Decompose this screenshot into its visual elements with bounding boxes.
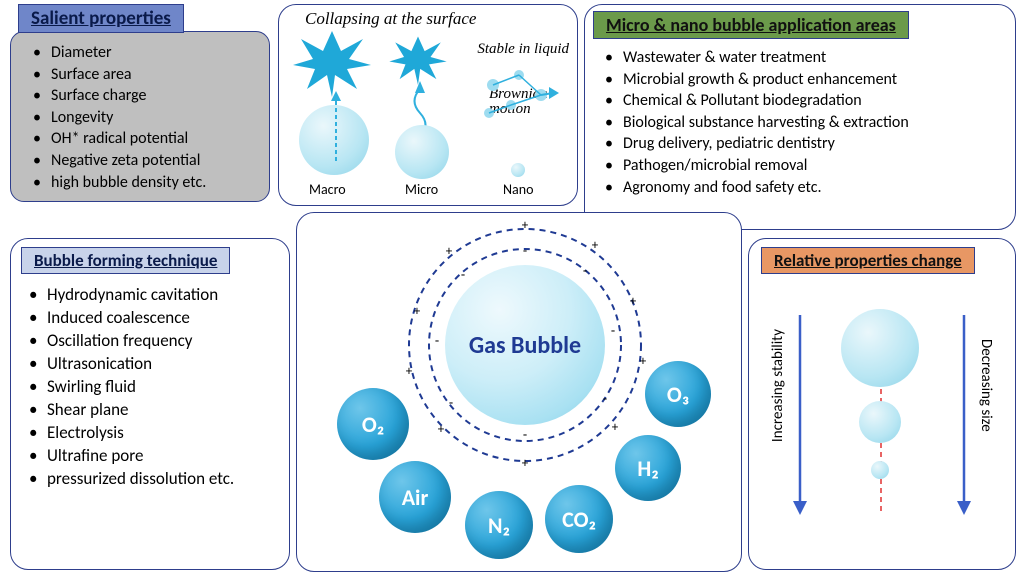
label-decreasing-size: Decreasing size <box>977 339 995 432</box>
list-item: Chemical & Pollutant biodegradation <box>605 90 1007 112</box>
list-item: Wastewater & water treatment <box>605 47 1007 69</box>
list-item: Hydrodynamic cavitation <box>29 284 283 307</box>
list-item: OH* radical potential <box>33 128 259 150</box>
svg-text:+: + <box>446 244 453 259</box>
rel-bubble-small <box>871 461 889 479</box>
svg-text:-: - <box>449 394 453 411</box>
gas-bubble-O: O₂ <box>337 388 409 460</box>
rel-bubble-large <box>841 309 919 387</box>
list-item: Longevity <box>33 107 259 129</box>
relative-title: Relative properties change <box>761 247 975 274</box>
gas-bubble-N: N₂ <box>465 491 533 559</box>
forming-list: Hydrodynamic cavitation Induced coalesce… <box>17 284 283 490</box>
svg-text:+: + <box>640 354 647 369</box>
burst-macro <box>293 29 371 97</box>
list-item: Oscillation frequency <box>29 330 283 353</box>
gas-bubble-CO: CO₂ <box>545 485 613 553</box>
caption-collapsing: Collapsing at the surface <box>305 9 476 29</box>
main-gas-label: Gas Bubble <box>469 331 581 360</box>
svg-text:-: - <box>523 242 527 259</box>
list-item: Electrolysis <box>29 422 283 445</box>
svg-text:+: + <box>438 422 445 437</box>
micro-bubble <box>395 125 449 179</box>
macro-arrow <box>331 91 341 161</box>
label-macro: Macro <box>309 181 346 198</box>
salient-title: Salient properties <box>18 4 184 33</box>
list-item: Ultrasonication <box>29 353 283 376</box>
nano-motion <box>471 63 571 143</box>
svg-text:+: + <box>522 456 529 471</box>
list-item: Induced coalescence <box>29 307 283 330</box>
apps-title: Micro & nano bubble application areas <box>593 11 909 39</box>
svg-text:+: + <box>592 238 599 253</box>
svg-text:+: + <box>612 420 619 435</box>
list-item: high bubble density etc. <box>33 172 259 194</box>
label-micro: Micro <box>405 181 438 198</box>
panel-forming: Bubble forming technique Hydrodynamic ca… <box>10 238 290 570</box>
salient-list: Diameter Surface area Surface charge Lon… <box>21 42 259 193</box>
label-increasing-stability: Increasing stability <box>769 329 787 442</box>
list-item: Surface area <box>33 64 259 86</box>
panel-top-diagram: Collapsing at the surface Macro Micro St… <box>278 4 578 206</box>
svg-text:-: - <box>603 390 607 407</box>
list-item: Pathogen/microbial removal <box>605 155 1007 177</box>
arrow-left <box>793 315 807 515</box>
nano-bubble <box>511 163 525 177</box>
list-item: Negative zeta potential <box>33 150 259 172</box>
list-item: Drug delivery, pediatric dentistry <box>605 133 1007 155</box>
list-item: Shear plane <box>29 399 283 422</box>
svg-text:-: - <box>461 266 465 283</box>
list-item: Agronomy and food safety etc. <box>605 177 1007 199</box>
panel-salient: Salient properties Diameter Surface area… <box>10 4 270 230</box>
svg-text:-: - <box>435 332 439 349</box>
apps-list: Wastewater & water treatment Microbial g… <box>593 47 1007 198</box>
svg-text:-: - <box>611 322 615 339</box>
forming-title: Bubble forming technique <box>21 247 230 274</box>
svg-text:-: - <box>583 262 587 279</box>
list-item: pressurized dissolution etc. <box>29 468 283 491</box>
svg-text:+: + <box>630 294 637 309</box>
list-item: Microbial growth & product enhancement <box>605 69 1007 91</box>
panel-apps: Micro & nano bubble application areas Wa… <box>584 4 1016 230</box>
list-item: Surface charge <box>33 85 259 107</box>
label-nano: Nano <box>503 181 533 198</box>
caption-stable: Stable in liquid <box>459 41 569 58</box>
panel-relative: Relative properties change Increasing st… <box>748 238 1016 570</box>
gas-bubble-H: H₂ <box>615 435 681 501</box>
gas-bubble-Air: Air <box>379 461 451 533</box>
list-item: Ultrafine pore <box>29 445 283 468</box>
rel-bubble-mid <box>859 401 901 443</box>
salient-body: Diameter Surface area Surface charge Lon… <box>10 31 270 202</box>
panel-center: + + + + + + + + + + - - - - - - - - Gas … <box>296 212 742 572</box>
list-item: Diameter <box>33 42 259 64</box>
main-gas-bubble: Gas Bubble <box>445 265 605 425</box>
gas-bubble-O: O₃ <box>645 361 711 427</box>
svg-text:+: + <box>414 304 421 319</box>
svg-text:+: + <box>406 364 413 379</box>
svg-text:+: + <box>522 218 529 233</box>
list-item: Swirling fluid <box>29 376 283 399</box>
list-item: Biological substance harvesting & extrac… <box>605 112 1007 134</box>
svg-text:-: - <box>523 426 527 443</box>
arrow-right <box>957 315 971 515</box>
